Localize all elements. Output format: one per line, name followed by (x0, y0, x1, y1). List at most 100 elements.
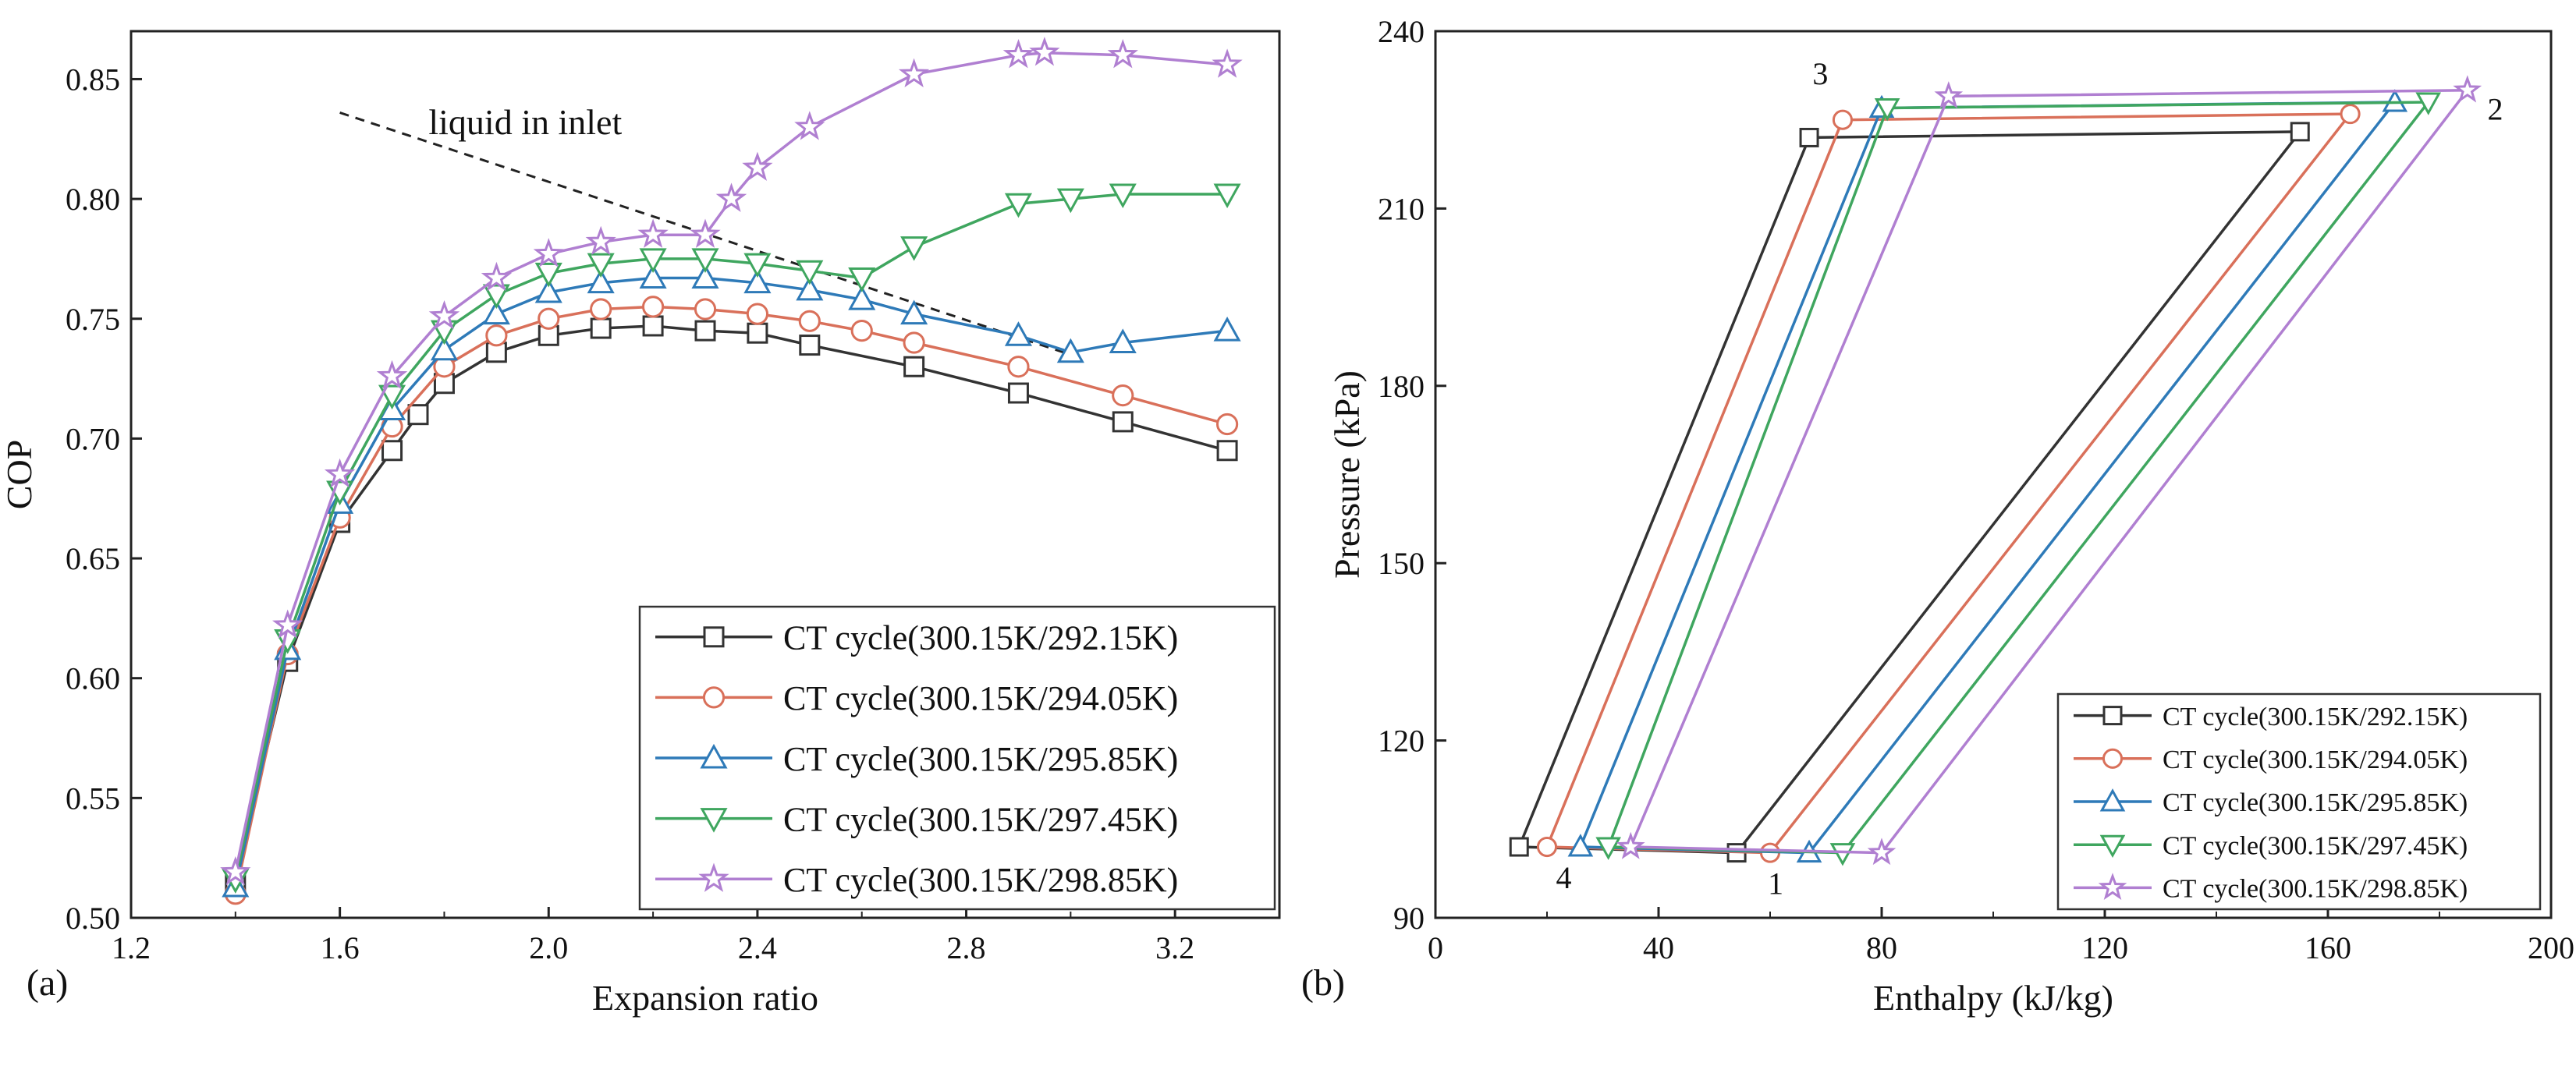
data-point (590, 317, 612, 339)
data-point (1109, 328, 1137, 353)
data-point (1595, 837, 1621, 860)
legend-entry-label: CT cycle(300.15K/294.05K) (2163, 745, 2468, 774)
data-point (1004, 193, 1033, 218)
x-tick-label: 120 (2081, 930, 2128, 965)
legend-marker (703, 626, 725, 648)
data-point (271, 609, 303, 639)
data-point (1213, 317, 1241, 342)
legend-entry-label: CT cycle(300.15K/297.45K) (2163, 831, 2468, 860)
data-point (639, 248, 667, 274)
x-tick-label: 2.4 (738, 930, 777, 965)
data-point (848, 285, 876, 310)
data-point (1616, 831, 1645, 859)
state-point-label: 1 (1768, 866, 1783, 901)
legend-marker (700, 743, 728, 769)
data-point (1934, 81, 1964, 109)
data-point (534, 262, 562, 288)
data-point (585, 225, 616, 256)
data-point (1799, 127, 1819, 147)
data-point (1536, 836, 1558, 858)
legend-marker (698, 862, 729, 892)
x-tick-label: 1.6 (321, 930, 360, 965)
legend-entry-label: CT cycle(300.15K/295.85K) (2163, 788, 2468, 817)
data-point (587, 268, 615, 294)
panel-b: 0 40 80 120 160 200 90 120 150 180 210 240 Enthalpy … (1301, 14, 2574, 1018)
y-tick-label: 90 (1393, 901, 1425, 936)
state-point-label: 3 (1812, 56, 1828, 91)
data-point (2453, 75, 2482, 103)
data-point (1213, 183, 1241, 209)
data-point (639, 264, 667, 289)
data-point (538, 307, 560, 330)
data-point (430, 335, 459, 361)
y-axis-title: COP (0, 440, 39, 509)
data-point (1874, 98, 1900, 122)
data-point (220, 855, 251, 886)
y-tick-label: 180 (1378, 369, 1425, 404)
x-tick-label: 2.8 (947, 930, 986, 965)
x-tick-label: 3.2 (1155, 930, 1194, 965)
data-point (715, 182, 747, 212)
legend-entry-label: CT cycle(300.15K/298.85K) (783, 861, 1178, 899)
data-point (1056, 188, 1084, 214)
data-point (690, 218, 721, 248)
x-tick-label: 2.0 (529, 930, 568, 965)
data-point (746, 303, 769, 325)
data-point (691, 248, 719, 274)
x-tick-label: 200 (2528, 930, 2574, 965)
data-point (1112, 384, 1134, 407)
data-point (481, 261, 513, 292)
data-point (2382, 89, 2408, 112)
data-point (2340, 104, 2361, 125)
data-point (482, 299, 510, 325)
series-line (234, 193, 1228, 880)
data-point (1867, 838, 1897, 866)
data-point (1112, 411, 1134, 433)
legend: CT cycle(300.15K/292.15K) CT cycle(300.15… (638, 605, 1276, 911)
y-tick-label: 120 (1378, 724, 1425, 759)
data-point (903, 331, 925, 354)
data-point (2415, 92, 2441, 115)
data-point (796, 260, 824, 285)
y-tick-label: 0.80 (66, 182, 120, 217)
data-point (485, 324, 508, 347)
data-point (900, 299, 928, 325)
y-tick-label: 210 (1378, 191, 1425, 226)
data-point (376, 359, 408, 390)
data-point (1007, 382, 1029, 404)
data-point (533, 238, 564, 267)
data-point (324, 458, 356, 488)
data-point (1002, 38, 1034, 69)
data-point (1029, 37, 1060, 66)
data-point (381, 440, 403, 462)
data-point (742, 151, 773, 181)
state-point-label: 2 (2488, 92, 2503, 127)
data-point (694, 320, 716, 342)
state-point-label: 4 (1556, 860, 1571, 895)
legend-marker (2099, 834, 2126, 859)
data-point (1567, 834, 1594, 857)
data-point (691, 264, 719, 289)
y-tick-label: 0.55 (66, 781, 120, 816)
data-point (796, 275, 824, 301)
panel-label: (a) (27, 962, 68, 1004)
panel-label: (b) (1301, 962, 1345, 1004)
y-tick-label: 0.65 (66, 541, 120, 576)
data-point (534, 278, 562, 303)
data-point (637, 218, 669, 248)
legend: CT cycle(300.15K/292.15K) CT cycle(300.15… (2056, 692, 2542, 911)
y-tick-label: 0.70 (66, 421, 120, 456)
legend-entry-label: CT cycle(300.15K/298.85K) (2163, 875, 2468, 904)
legend-marker (2099, 788, 2126, 812)
legend-marker (2102, 706, 2123, 726)
data-point (898, 58, 930, 88)
legend-marker (2102, 748, 2124, 769)
x-axis-title: Expansion ratio (592, 978, 818, 1018)
data-point (794, 111, 825, 140)
data-point (798, 310, 821, 332)
data-point (1007, 356, 1030, 378)
data-point (1215, 413, 1239, 436)
data-point (642, 315, 664, 337)
data-point (1004, 321, 1033, 346)
